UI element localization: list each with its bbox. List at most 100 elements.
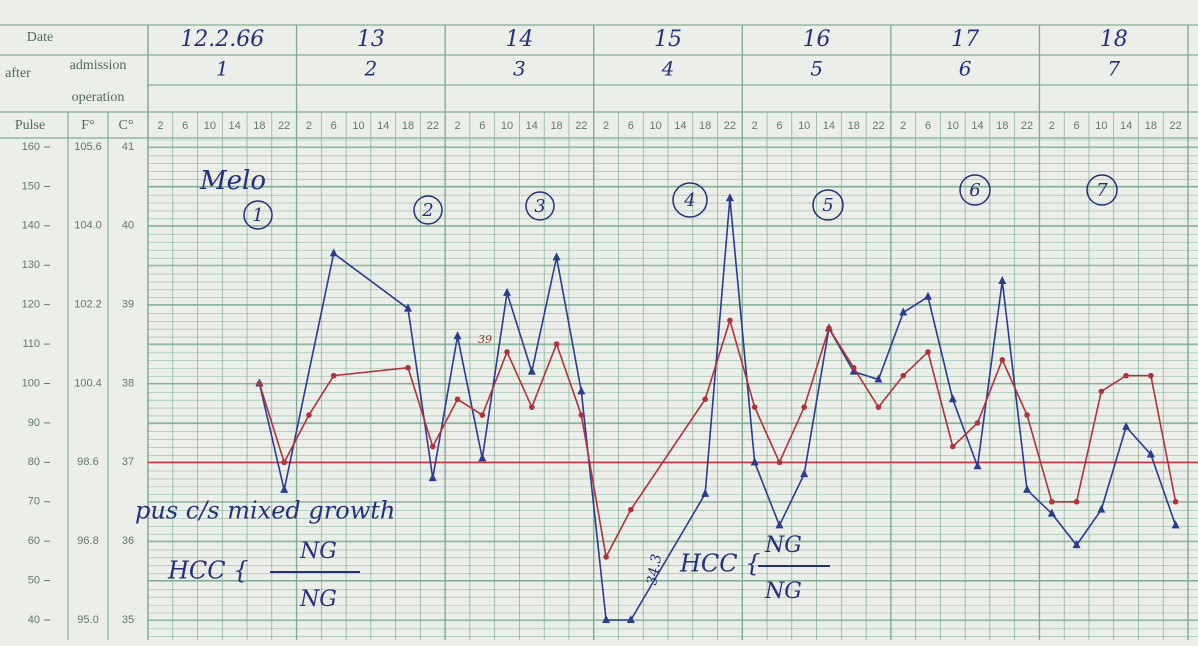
marker bbox=[306, 412, 312, 418]
marker bbox=[876, 404, 882, 410]
x-tick-label: 14 bbox=[1120, 120, 1132, 132]
admission-day: 5 bbox=[810, 57, 823, 81]
x-tick-label: 18 bbox=[699, 120, 711, 132]
marker bbox=[1173, 499, 1179, 505]
x-tick-label: 10 bbox=[649, 120, 661, 132]
y2-tick-label: 35 bbox=[122, 614, 134, 626]
marker bbox=[900, 373, 906, 379]
y-tick-label: 90 bbox=[28, 417, 40, 429]
x-tick-label: 2 bbox=[603, 120, 609, 132]
admission-day: 6 bbox=[959, 57, 972, 81]
header-operation: operation bbox=[72, 90, 125, 105]
y-tick-label: 110 bbox=[22, 338, 40, 350]
y-tick-label: 50 bbox=[28, 574, 40, 586]
annotation: NG bbox=[764, 533, 802, 558]
x-tick-label: 10 bbox=[947, 120, 959, 132]
admission-day: 3 bbox=[513, 57, 526, 81]
annotation: pus c/s mixed growth bbox=[135, 497, 395, 525]
admission-day: 4 bbox=[661, 57, 675, 81]
x-tick-label: 10 bbox=[204, 120, 216, 132]
marker bbox=[826, 326, 832, 332]
marker bbox=[702, 396, 708, 402]
x-tick-label: 6 bbox=[776, 120, 782, 132]
marker bbox=[925, 349, 931, 355]
fahrenheit-label: 100.4 bbox=[74, 377, 102, 389]
x-tick-label: 6 bbox=[479, 120, 485, 132]
annotation: NG bbox=[299, 587, 337, 612]
x-tick-label: 22 bbox=[427, 120, 439, 132]
marker bbox=[999, 357, 1005, 363]
marker bbox=[1049, 499, 1055, 505]
marker bbox=[554, 341, 560, 347]
marker bbox=[777, 460, 783, 466]
y-tick-label: 160 bbox=[22, 141, 40, 153]
x-tick-label: 6 bbox=[1074, 120, 1080, 132]
annotation: 2 bbox=[421, 200, 433, 221]
date: 14 bbox=[505, 27, 533, 52]
x-tick-label: 2 bbox=[752, 120, 758, 132]
marker bbox=[579, 412, 585, 418]
header-pulse: Pulse bbox=[15, 118, 45, 133]
date: 17 bbox=[951, 27, 979, 52]
x-tick-label: 18 bbox=[1145, 120, 1157, 132]
annotation: 7 bbox=[1096, 180, 1108, 201]
fahrenheit-label: 96.8 bbox=[77, 535, 98, 547]
y2-tick-label: 38 bbox=[122, 377, 134, 389]
x-tick-label: 2 bbox=[306, 120, 312, 132]
y-tick-label: 100 bbox=[22, 377, 40, 389]
date: 18 bbox=[1100, 27, 1128, 52]
x-tick-label: 14 bbox=[823, 120, 835, 132]
x-tick-label: 6 bbox=[182, 120, 188, 132]
x-tick-label: 6 bbox=[925, 120, 931, 132]
annotation: 39 bbox=[478, 333, 492, 346]
marker bbox=[950, 444, 956, 450]
admission-day: 1 bbox=[216, 57, 229, 81]
y-tick-label: 40 bbox=[28, 614, 40, 626]
x-tick-label: 2 bbox=[454, 120, 460, 132]
x-tick-label: 2 bbox=[157, 120, 163, 132]
x-tick-label: 2 bbox=[900, 120, 906, 132]
x-tick-label: 14 bbox=[229, 120, 241, 132]
fahrenheit-label: 98.6 bbox=[77, 456, 98, 468]
marker bbox=[628, 507, 634, 513]
marker bbox=[430, 444, 436, 450]
x-tick-label: 22 bbox=[724, 120, 736, 132]
marker bbox=[529, 404, 535, 410]
marker bbox=[479, 412, 485, 418]
x-tick-label: 22 bbox=[1021, 120, 1033, 132]
marker bbox=[1099, 389, 1105, 395]
marker bbox=[504, 349, 510, 355]
x-tick-label: 22 bbox=[872, 120, 884, 132]
date: 15 bbox=[654, 27, 682, 52]
y-tick-label: 150 bbox=[22, 180, 40, 192]
x-tick-label: 10 bbox=[798, 120, 810, 132]
fahrenheit-label: 105.6 bbox=[74, 141, 102, 153]
x-tick-label: 18 bbox=[402, 120, 414, 132]
x-tick-label: 14 bbox=[971, 120, 983, 132]
annotation: 6 bbox=[969, 180, 980, 201]
y-tick-label: 70 bbox=[28, 496, 40, 508]
annotation: NG bbox=[299, 539, 337, 564]
marker bbox=[281, 460, 287, 466]
header-admission: admission bbox=[70, 58, 127, 73]
marker bbox=[603, 554, 609, 560]
header-after: after bbox=[5, 66, 31, 81]
fahrenheit-label: 104.0 bbox=[74, 220, 102, 232]
header-date: Date bbox=[27, 30, 53, 45]
marker bbox=[331, 373, 337, 379]
date: 12.2.66 bbox=[180, 27, 264, 52]
annotation: HCC { bbox=[167, 557, 249, 585]
x-tick-label: 22 bbox=[1169, 120, 1181, 132]
x-tick-label: 18 bbox=[848, 120, 860, 132]
marker bbox=[1123, 373, 1129, 379]
x-tick-label: 18 bbox=[996, 120, 1008, 132]
y2-tick-label: 36 bbox=[122, 535, 134, 547]
fahrenheit-label: 95.0 bbox=[77, 614, 98, 626]
x-tick-label: 10 bbox=[352, 120, 364, 132]
annotation: 3 bbox=[534, 196, 545, 217]
header-c: C° bbox=[119, 118, 134, 133]
marker bbox=[257, 381, 263, 387]
x-tick-label: 6 bbox=[331, 120, 337, 132]
marker bbox=[1148, 373, 1154, 379]
x-tick-label: 14 bbox=[377, 120, 389, 132]
